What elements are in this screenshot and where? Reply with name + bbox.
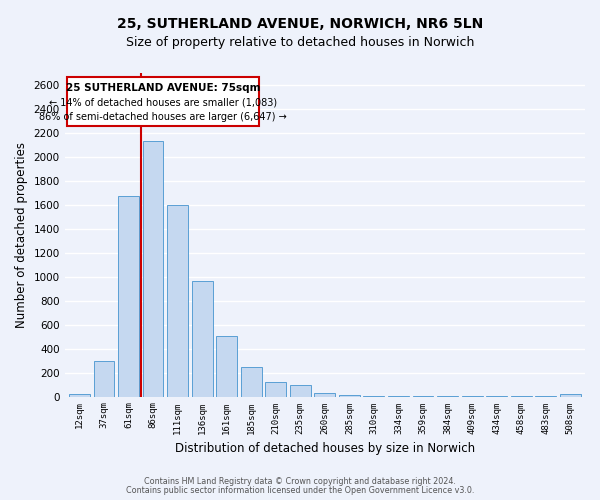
Bar — [265, 382, 286, 396]
Bar — [216, 336, 237, 396]
Bar — [69, 394, 90, 396]
Bar — [560, 394, 581, 396]
Bar — [143, 141, 163, 397]
Text: 25 SUTHERLAND AVENUE: 75sqm: 25 SUTHERLAND AVENUE: 75sqm — [65, 84, 260, 94]
Y-axis label: Number of detached properties: Number of detached properties — [15, 142, 28, 328]
X-axis label: Distribution of detached houses by size in Norwich: Distribution of detached houses by size … — [175, 442, 475, 455]
Bar — [314, 393, 335, 396]
Text: 25, SUTHERLAND AVENUE, NORWICH, NR6 5LN: 25, SUTHERLAND AVENUE, NORWICH, NR6 5LN — [117, 18, 483, 32]
Text: Contains public sector information licensed under the Open Government Licence v3: Contains public sector information licen… — [126, 486, 474, 495]
Bar — [167, 204, 188, 396]
FancyBboxPatch shape — [67, 76, 259, 126]
Text: 86% of semi-detached houses are larger (6,647) →: 86% of semi-detached houses are larger (… — [39, 112, 287, 122]
Bar — [241, 366, 262, 396]
Bar — [118, 196, 139, 396]
Bar — [94, 361, 115, 396]
Text: ← 14% of detached houses are smaller (1,083): ← 14% of detached houses are smaller (1,… — [49, 98, 277, 108]
Bar — [290, 385, 311, 396]
Bar — [191, 282, 212, 397]
Bar — [339, 395, 360, 396]
Text: Size of property relative to detached houses in Norwich: Size of property relative to detached ho… — [126, 36, 474, 49]
Text: Contains HM Land Registry data © Crown copyright and database right 2024.: Contains HM Land Registry data © Crown c… — [144, 477, 456, 486]
